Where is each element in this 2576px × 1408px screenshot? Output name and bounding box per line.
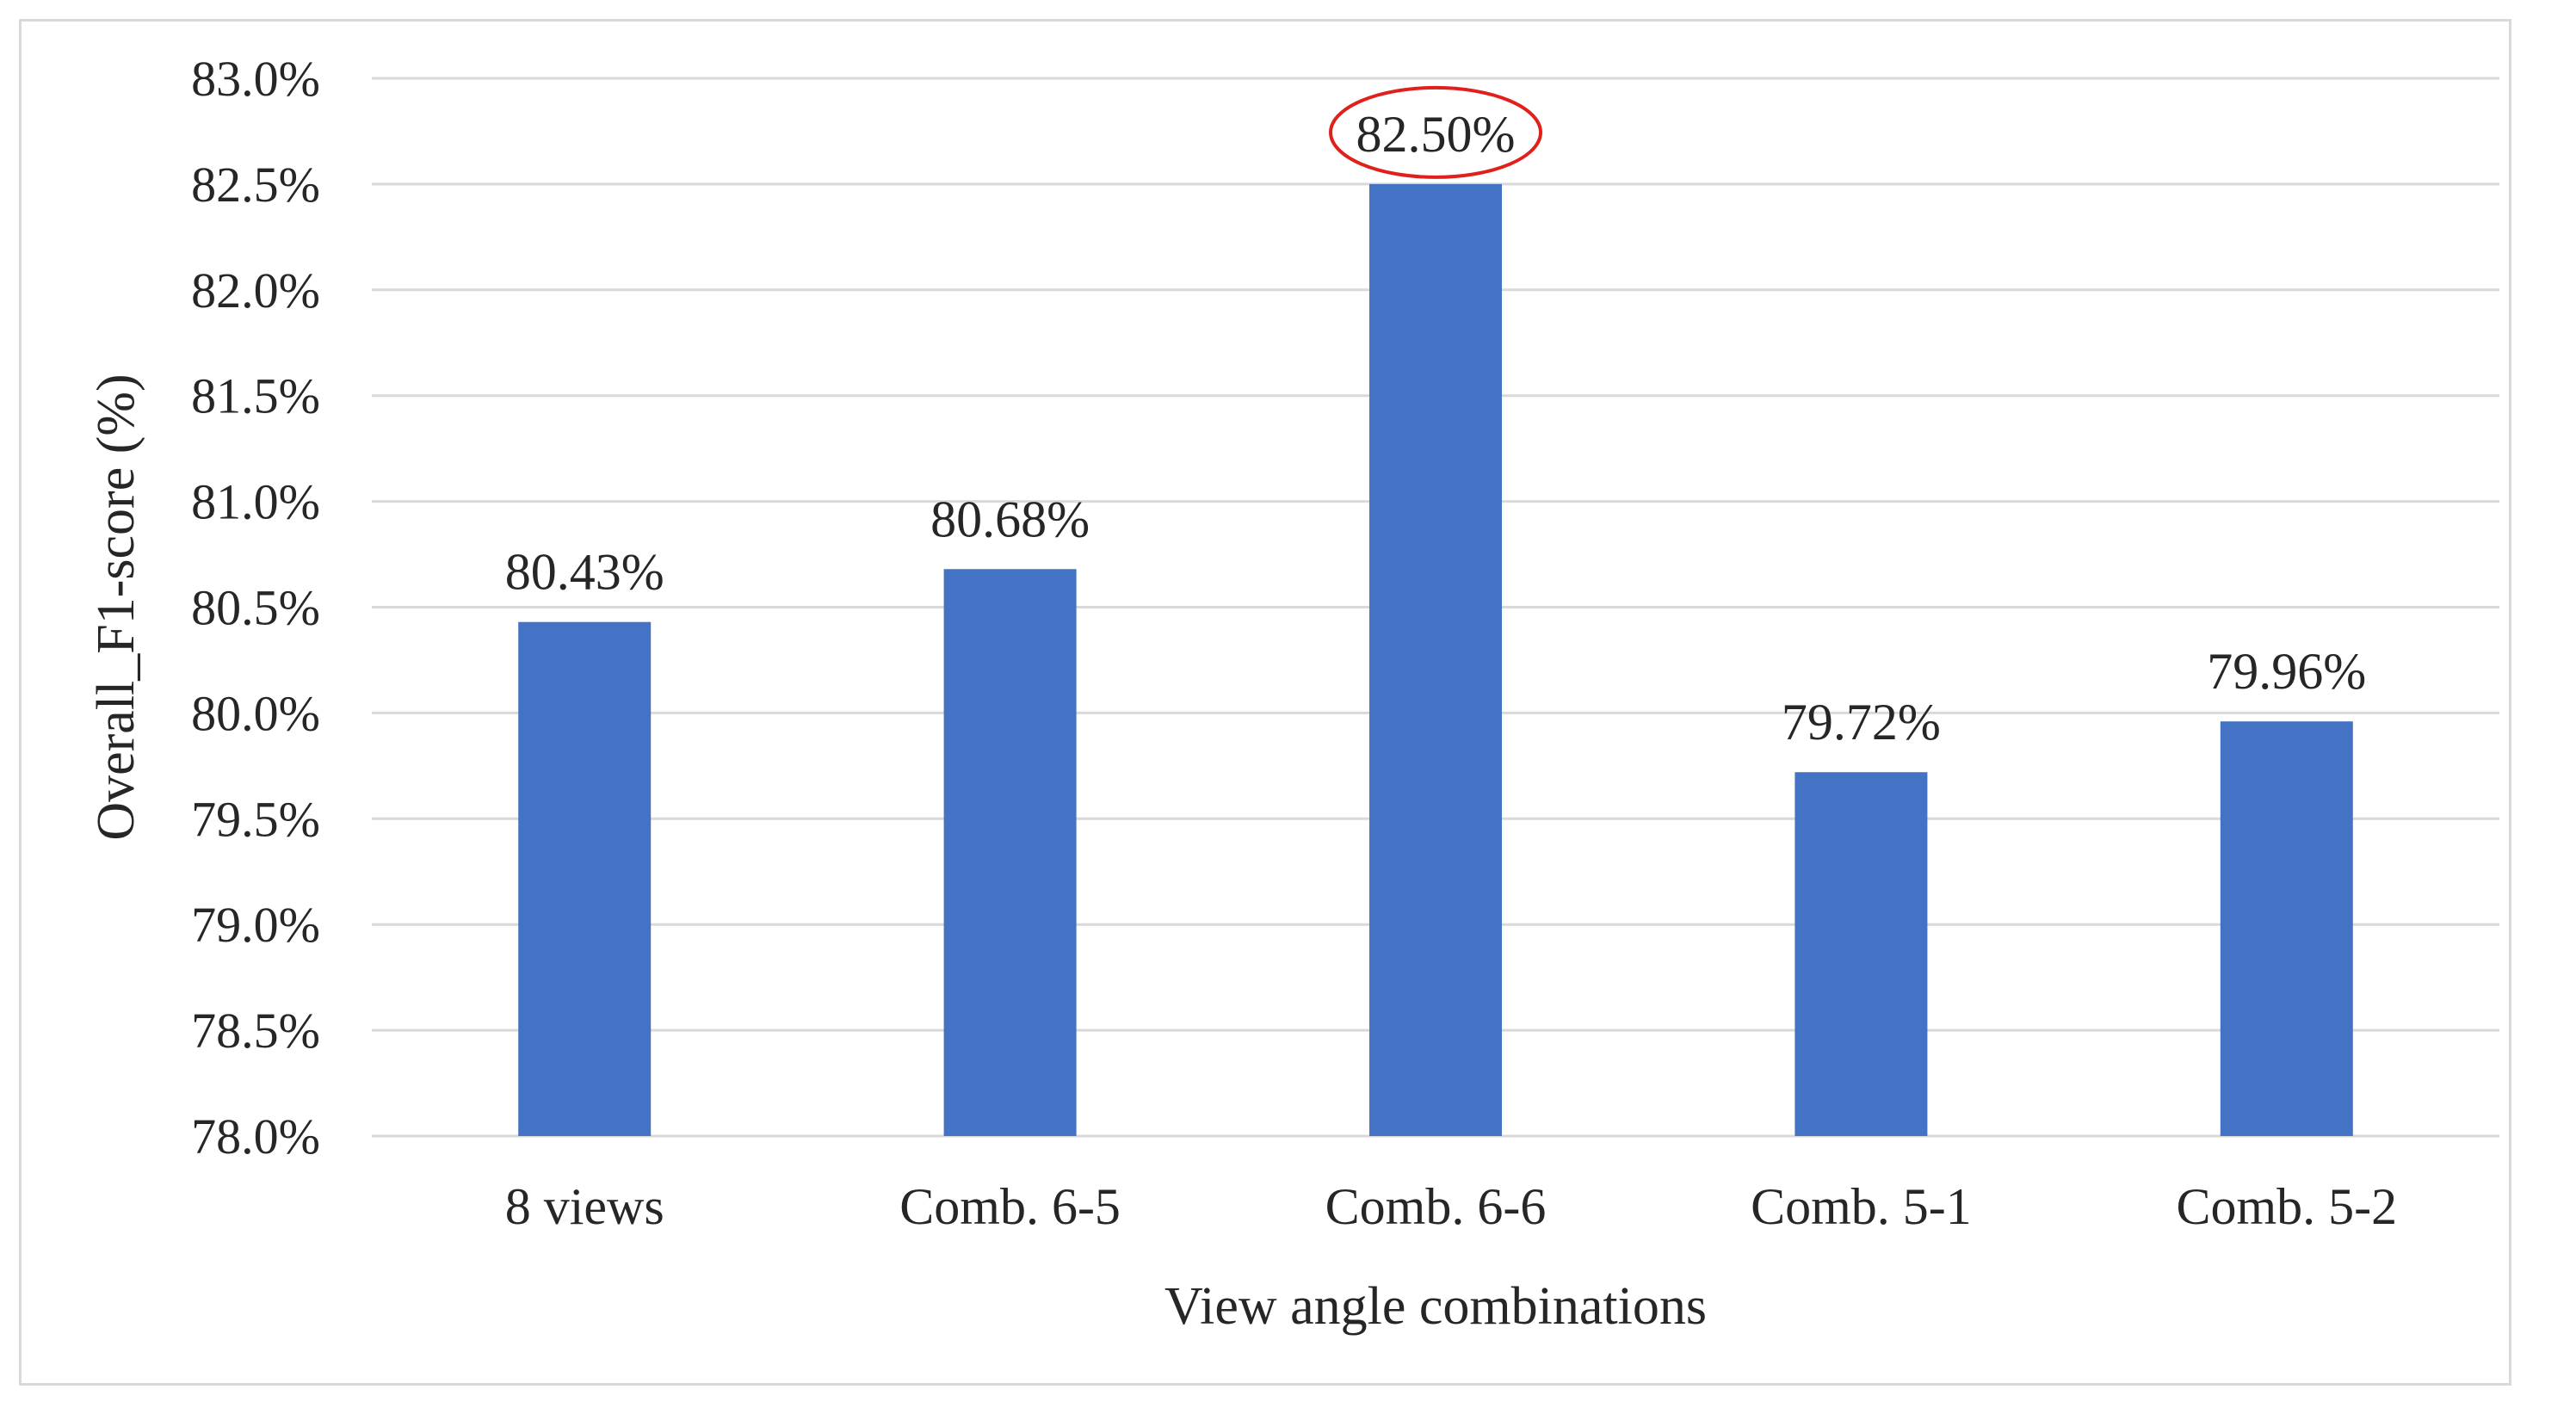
y-tick-label: 79.0% [191, 897, 320, 953]
bar [1795, 772, 1928, 1136]
bar [2220, 721, 2353, 1136]
y-tick-label: 78.5% [191, 1003, 320, 1059]
x-tick-label: Comb. 5-2 [2176, 1178, 2397, 1235]
data-label: 80.68% [930, 491, 1090, 547]
data-label: 79.96% [2207, 643, 2366, 700]
y-tick-label: 81.0% [191, 474, 320, 530]
y-tick-label: 80.0% [191, 685, 320, 741]
data-label: 79.72% [1782, 694, 1941, 750]
y-axis-title: Overall_F1-score (%) [87, 374, 145, 840]
x-tick-label: 8 views [505, 1178, 664, 1235]
highlight-ring [1329, 85, 1542, 179]
x-tick-label: Comb. 6-5 [899, 1178, 1121, 1235]
y-tick-label: 83.0% [191, 51, 320, 107]
y-tick-label: 82.5% [191, 157, 320, 213]
y-tick-label: 79.5% [191, 791, 320, 847]
bar [1369, 183, 1502, 1136]
bar [518, 621, 652, 1136]
y-tick-label: 80.5% [191, 580, 320, 636]
x-axis-title: View angle combinations [1164, 1277, 1707, 1336]
y-tick-label: 78.0% [191, 1108, 320, 1164]
bars [518, 183, 2353, 1136]
bar [943, 569, 1077, 1136]
labels: 78.0% 78.5% 79.0% 79.5% 80.0% 80.5% 81.0% 81.5%… [191, 51, 2397, 1235]
x-tick-label: Comb. 6-6 [1325, 1178, 1547, 1235]
chart-frame [19, 19, 2511, 1386]
data-label: 82.50% [1356, 106, 1516, 163]
y-tick-label: 81.5% [191, 368, 320, 424]
y-tick-label: 82.0% [191, 262, 320, 318]
data-label: 80.43% [505, 544, 664, 601]
x-tick-label: Comb. 5-1 [1751, 1178, 1972, 1235]
